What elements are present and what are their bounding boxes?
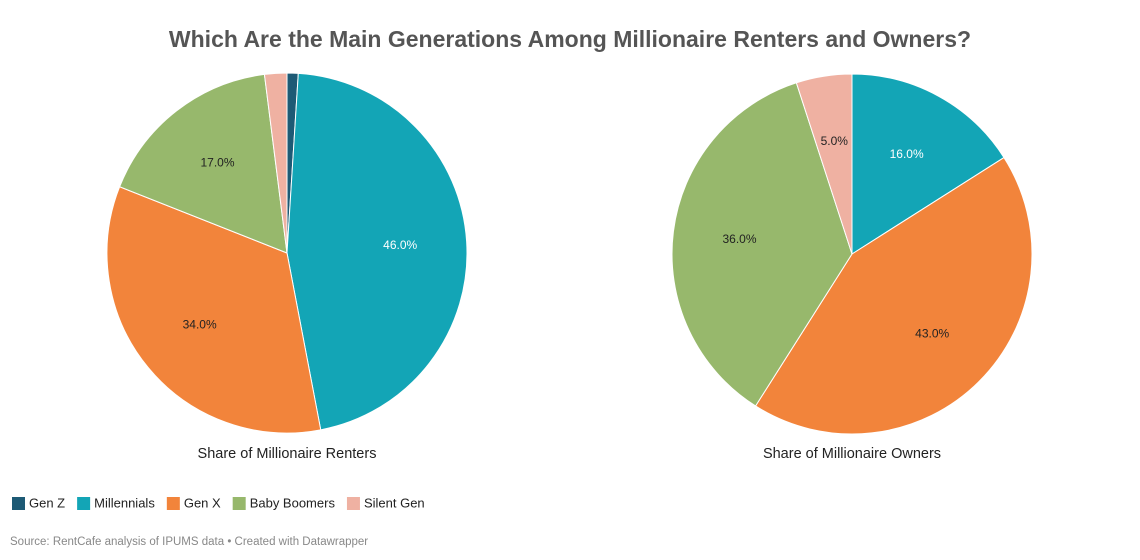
pie-slice (263, 72, 288, 254)
legend-swatch (232, 497, 246, 510)
legend-label: Gen X (184, 495, 221, 510)
legend-swatch (12, 497, 25, 510)
chart-title: Which Are the Main Generations Among Mil… (169, 26, 971, 52)
slice-label: 46.0% (383, 238, 417, 252)
pie-slice (754, 156, 1033, 435)
slice-label: 34.0% (183, 317, 217, 331)
slice-label: 17.0% (200, 156, 234, 170)
slice-label: 43.0% (915, 326, 949, 340)
pie-slice (118, 73, 288, 254)
chart-caption: Share of Millionaire Owners (763, 446, 941, 462)
legend-label: Gen Z (29, 495, 65, 510)
legend-label: Baby Boomers (250, 495, 336, 510)
chart-caption: Share of Millionaire Renters (198, 446, 377, 462)
pie-slice (671, 82, 853, 407)
pie-slice (795, 73, 853, 255)
slice-label: 16.0% (890, 147, 924, 161)
legend-swatch (166, 497, 180, 510)
pie-slice (286, 72, 468, 431)
legend: Gen Z Millennials Gen X Baby Boomers Silent … (12, 495, 425, 510)
slice-label: 36.0% (722, 232, 756, 246)
slice-label: 5.0% (821, 134, 849, 148)
pie-slice (851, 73, 1005, 255)
legend-label: Millennials (94, 495, 155, 510)
legend-label: Silent Gen (364, 495, 425, 510)
legend-swatch (77, 497, 91, 510)
source: Source: RentCafe analysis of IPUMS data … (10, 536, 368, 548)
legend-swatch (346, 497, 360, 510)
pie-slice (106, 186, 322, 434)
